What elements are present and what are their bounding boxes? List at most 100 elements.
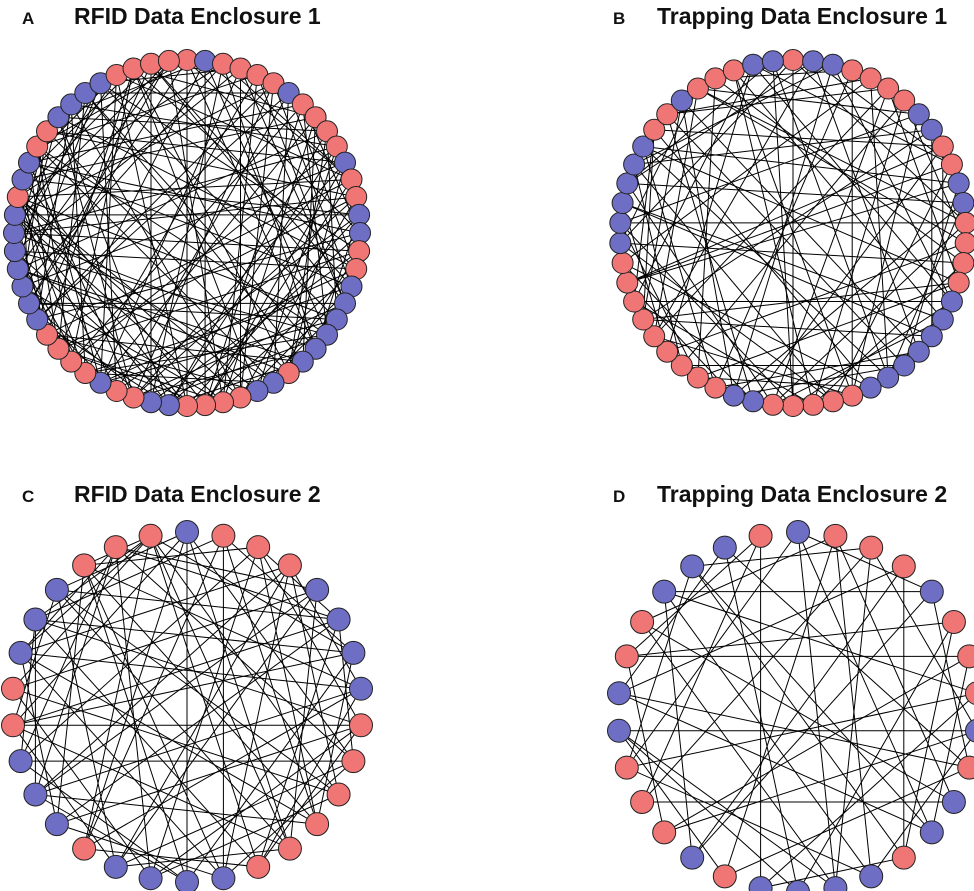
edge [642,146,889,378]
edge [46,130,290,374]
panel-letter-b: B [613,9,626,28]
edge [22,63,224,287]
edge [71,103,337,147]
edge [633,164,834,402]
node-blue [670,89,693,112]
node-blue [859,376,882,399]
edge [870,734,974,877]
edge [28,60,170,304]
edge [57,60,206,350]
node-blue [175,520,199,544]
edge [903,621,955,858]
edge [186,214,360,407]
edge [642,100,683,320]
edge [12,589,318,690]
edge [150,250,360,403]
edge [133,68,290,374]
edge [22,68,134,180]
edge [70,104,304,362]
edge [626,693,974,769]
edge [17,117,59,270]
panel-d: D Trapping Data Enclosure 2 [487,445,974,891]
edge [20,652,224,879]
edge [620,242,834,402]
edge [691,566,933,833]
node-blue [742,390,765,413]
node-blue [8,749,33,774]
edge [724,547,799,891]
edge [760,695,974,889]
node-red [643,118,666,141]
edge [186,531,354,762]
node-red [656,340,679,363]
edge [37,232,361,320]
node-blue [761,50,784,73]
node-red [722,59,745,82]
edge [56,589,339,620]
edges [12,531,362,883]
node-red [157,49,180,72]
edge [752,146,944,402]
edge [14,214,170,406]
node-red [211,523,236,548]
edge [626,767,872,877]
edge [641,535,836,623]
edge [17,63,152,198]
edge [58,250,360,350]
edge [186,59,317,350]
edge [257,688,362,868]
edge [12,724,291,850]
nodes [1,520,373,891]
edge [257,546,362,726]
edge [697,88,966,244]
edge [36,146,72,362]
node-red [893,89,916,112]
node-red [72,553,97,578]
node-blue [748,876,773,891]
edge [666,113,905,366]
edge [168,232,361,406]
edge [812,100,905,405]
edge [115,760,354,868]
edge [256,74,346,304]
edge [14,82,101,252]
edge [697,88,966,224]
edge [222,535,318,825]
edge [618,547,726,694]
node-red [246,535,271,560]
edge [150,535,259,868]
edge [627,146,943,284]
edge [70,104,241,398]
edge [150,334,328,403]
edge [150,535,291,849]
edge [56,531,188,591]
node-blue [103,854,128,879]
panel-title-d: Trapping Data Enclosure 2 [657,481,948,507]
panel-letter-c: C [22,487,35,506]
node-red [630,610,655,634]
edge [870,547,974,727]
node-red [821,390,844,413]
edge [792,301,953,407]
edge [83,565,188,883]
edge [83,564,362,690]
node-blue [712,535,737,560]
edge [626,60,774,184]
node-blue [44,812,69,837]
node-red [138,523,163,548]
edge [204,268,357,406]
edge [150,63,346,304]
edge [797,531,933,593]
node-blue [138,866,163,891]
node-blue [823,876,848,891]
edge [133,68,316,118]
edge [56,619,339,825]
edge [222,63,317,349]
node-red [103,535,128,560]
node-blue [940,290,963,313]
node-red [965,681,974,705]
edge [28,103,303,164]
edge [100,74,118,383]
node-blue [23,607,48,632]
edge [83,565,224,879]
